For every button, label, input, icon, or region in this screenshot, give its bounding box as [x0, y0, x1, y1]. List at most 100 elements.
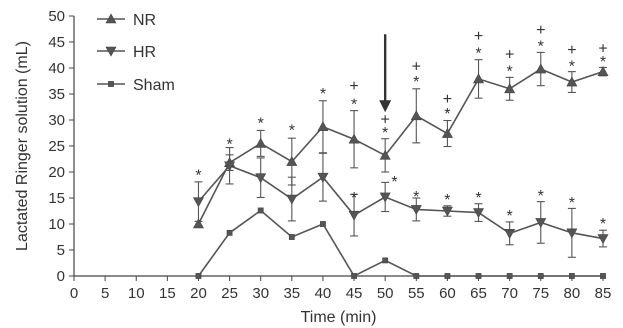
data-point-hr: [597, 234, 609, 245]
significance-asterisk: *: [444, 192, 450, 209]
x-tick-label: 45: [346, 285, 363, 302]
significance-asterisk: *: [195, 168, 201, 185]
significance-asterisk: *: [391, 174, 397, 191]
x-tick-label: 60: [439, 285, 456, 302]
data-point-hr: [441, 206, 453, 217]
data-point-sham: [257, 207, 264, 214]
x-tick-label: 65: [470, 285, 487, 302]
y-tick-label: 0: [57, 268, 65, 285]
data-point-hr: [224, 161, 236, 172]
significance-asterisk: *: [569, 195, 575, 212]
legend-marker-hr: [105, 46, 117, 57]
significance-plus: +: [505, 46, 514, 63]
significance-asterisk: *: [475, 190, 481, 207]
significance-asterisk: *: [351, 96, 357, 113]
series-line-sham: [197, 209, 603, 278]
y-tick-label: 45: [48, 34, 65, 51]
x-tick-label: 10: [128, 285, 145, 302]
data-point-sham: [413, 273, 420, 279]
significance-asterisk: *: [444, 106, 450, 123]
data-point-hr: [317, 172, 329, 183]
data-point-sham: [506, 273, 513, 279]
significance-asterisk: *: [600, 216, 606, 233]
significance-asterisk: *: [538, 188, 544, 205]
y-tick-label: 15: [48, 190, 65, 207]
data-point-hr: [192, 197, 204, 208]
data-point-sham: [351, 273, 357, 279]
time-arrow: [379, 34, 392, 113]
significance-plus: +: [349, 78, 358, 95]
significance-asterisk: *: [507, 64, 513, 81]
data-point-hr: [255, 173, 267, 184]
data-point-hr: [348, 210, 360, 221]
x-tick-label: 70: [501, 285, 518, 302]
significance-asterisk: *: [475, 45, 481, 62]
data-point-nr: [317, 121, 329, 132]
data-point-sham: [444, 273, 451, 279]
significance-asterisk: *: [600, 54, 606, 71]
x-tick-label: 5: [101, 285, 109, 302]
x-tick-label: 80: [564, 285, 581, 302]
significance-plus: +: [598, 41, 607, 58]
data-point-nr: [410, 110, 422, 121]
significance-plus: +: [474, 28, 483, 45]
y-tick-label: 30: [48, 112, 65, 129]
significance-asterisk: *: [351, 190, 357, 207]
data-point-nr: [379, 149, 391, 160]
legend-label-nr: NR: [133, 12, 156, 29]
data-point-nr: [441, 127, 453, 138]
significance-asterisk: *: [289, 122, 295, 139]
series-line-nr: [197, 68, 604, 225]
y-axis-ticks: 0 5 10 15 20 25 30 35 40 45 50: [48, 8, 74, 285]
significance-asterisk: *: [258, 116, 264, 133]
significance-asterisk: *: [507, 208, 513, 225]
x-tick-label: 0: [70, 285, 78, 302]
y-axis-title: Lactated Ringer solution (mL): [14, 41, 31, 251]
significance-asterisk: *: [320, 86, 326, 103]
significance-plus: +: [443, 91, 452, 108]
data-point-nr: [566, 76, 578, 87]
data-point-nr: [286, 155, 298, 166]
y-tick-label: 10: [48, 216, 65, 233]
x-axis-title: Time (min): [301, 309, 377, 326]
data-point-sham: [600, 273, 606, 279]
y-tick-label: 5: [57, 242, 65, 259]
significance-asterisk: *: [413, 189, 419, 206]
legend-marker-sham: [108, 81, 114, 87]
significance-plus: +: [381, 111, 390, 128]
x-tick-label: 15: [159, 285, 176, 302]
y-tick-label: 50: [48, 8, 65, 25]
significance-asterisk: *: [382, 125, 388, 142]
data-point-hr: [410, 205, 422, 216]
significance-asterisk: *: [226, 136, 232, 153]
data-point-sham: [226, 229, 233, 236]
series-markers: [192, 63, 609, 279]
y-tick-label: 20: [48, 164, 65, 181]
data-point-nr: [255, 137, 267, 148]
x-tick-label: 40: [315, 285, 332, 302]
y-tick-label: 25: [48, 138, 65, 155]
significance-asterisk: *: [413, 74, 419, 91]
data-point-hr: [535, 218, 547, 229]
data-point-nr: [192, 218, 204, 229]
x-tick-label: 50: [377, 285, 394, 302]
data-point-sham: [568, 273, 575, 279]
x-tick-label: 35: [283, 285, 300, 302]
data-point-nr: [597, 66, 609, 76]
x-tick-label: 55: [408, 285, 425, 302]
chart-legend: NR HR Sham: [97, 12, 175, 94]
data-point-hr: [504, 229, 516, 239]
data-point-sham: [320, 221, 326, 227]
series-lines: [197, 68, 604, 278]
x-tick-label: 75: [532, 285, 549, 302]
significance-plus: +: [567, 42, 576, 59]
data-point-nr: [504, 83, 516, 94]
data-point-hr: [566, 228, 578, 239]
significance-asterisk: *: [569, 58, 575, 75]
data-point-nr: [535, 63, 547, 74]
legend-label-hr: HR: [133, 44, 156, 61]
data-point-hr: [286, 194, 298, 205]
data-point-sham: [382, 257, 389, 264]
data-point-nr: [473, 73, 485, 84]
